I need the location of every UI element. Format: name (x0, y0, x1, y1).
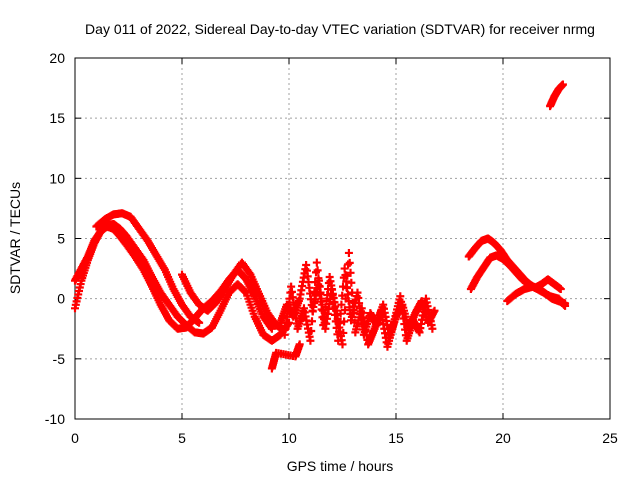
data-marks (71, 80, 570, 373)
data-point (308, 317, 317, 326)
data-point (348, 288, 357, 297)
data-point (340, 306, 349, 315)
data-point (312, 258, 321, 267)
series-track-late-3 (503, 282, 570, 310)
y-tick-label: 15 (49, 110, 65, 126)
data-point (313, 266, 322, 275)
data-point (340, 317, 349, 326)
series-track-c (92, 209, 204, 327)
y-tick-label: 10 (49, 170, 65, 186)
y-axis-label: SDTVAR / TECUs (7, 182, 23, 294)
x-tick-label: 20 (495, 430, 511, 446)
data-point (428, 324, 437, 333)
series-track-late-2 (466, 251, 565, 294)
data-point (315, 282, 324, 291)
x-tick-label: 25 (602, 430, 618, 446)
data-point (267, 324, 276, 333)
series-spike (546, 80, 567, 111)
y-tick-label: -10 (45, 411, 65, 427)
series-cluster-mid-2 (280, 248, 437, 351)
x-tick-label: 5 (178, 430, 186, 446)
axis-ticks: 0 5 10 15 20 25 -10 -5 0 5 10 15 20 (45, 50, 618, 446)
data-point (314, 274, 323, 283)
data-point (195, 318, 204, 327)
data-point (308, 307, 317, 316)
data-point (307, 327, 316, 336)
y-tick-label: -5 (53, 351, 66, 367)
data-point (341, 294, 350, 303)
data-point (306, 336, 315, 345)
data-point (295, 340, 304, 349)
data-point (309, 297, 318, 306)
series-track-d (178, 258, 289, 334)
data-point (344, 248, 353, 257)
data-point (337, 300, 346, 309)
data-point (558, 80, 567, 89)
grid (75, 58, 610, 419)
data-point (342, 283, 351, 292)
y-tick-label: 5 (57, 231, 65, 247)
data-point (345, 258, 354, 267)
data-point (310, 287, 319, 296)
data-point (561, 301, 570, 310)
chart-title: Day 011 of 2022, Sidereal Day-to-day VTE… (85, 21, 595, 37)
data-point (316, 289, 325, 298)
x-tick-label: 10 (281, 430, 297, 446)
data-point (349, 308, 358, 317)
data-point (556, 285, 565, 294)
series-spur (267, 340, 304, 373)
x-axis-label: GPS time / hours (287, 458, 394, 474)
data-point (348, 298, 357, 307)
y-tick-label: 20 (49, 50, 65, 66)
data-point (339, 328, 348, 337)
x-tick-label: 15 (388, 430, 404, 446)
data-point (338, 340, 347, 349)
data-point (346, 268, 355, 277)
data-point (347, 278, 356, 287)
y-tick-label: 0 (57, 291, 65, 307)
x-tick-label: 0 (71, 430, 79, 446)
